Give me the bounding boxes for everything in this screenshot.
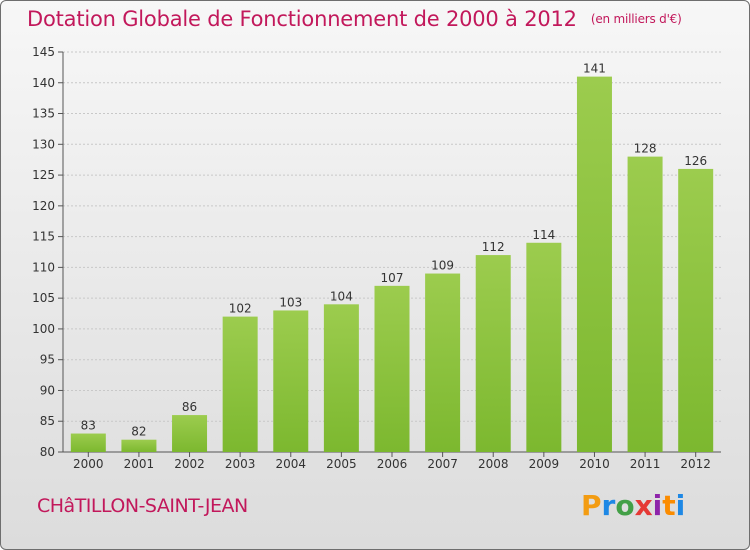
y-tick-label: 90	[40, 383, 55, 397]
y-tick-label: 115	[32, 230, 55, 244]
brand-letter: x	[634, 489, 653, 522]
data-label: 103	[279, 295, 302, 309]
y-tick-label: 145	[32, 45, 55, 59]
data-label: 112	[482, 240, 505, 254]
brand-letter: t	[662, 489, 676, 522]
x-tick-label: 2006	[377, 457, 408, 471]
x-tick-label: 2003	[225, 457, 256, 471]
x-tick-label: 2000	[73, 457, 104, 471]
bar	[475, 255, 511, 452]
data-label: 86	[182, 400, 197, 414]
chart-subtitle: (en milliers d'€)	[590, 12, 682, 26]
y-tick-label: 125	[32, 168, 55, 182]
y-tick-label: 135	[32, 107, 55, 121]
place-name: CHâTILLON-SAINT-JEAN	[37, 495, 248, 517]
y-tick-label: 110	[32, 260, 55, 274]
chart-title-text: Dotation Globale de Fonctionnement de 20…	[27, 7, 577, 31]
data-label: 141	[583, 62, 606, 76]
y-tick-label: 105	[32, 291, 55, 305]
x-tick-label: 2001	[124, 457, 155, 471]
data-label: 104	[330, 289, 353, 303]
x-tick-label: 2007	[427, 457, 458, 471]
bar	[678, 168, 714, 452]
y-tick-label: 80	[40, 445, 55, 459]
brand-letter: o	[615, 489, 635, 522]
bar	[273, 310, 309, 452]
x-tick-label: 2010	[579, 457, 610, 471]
brand-letter: i	[652, 489, 663, 522]
brand-logo: Proxiti	[581, 489, 685, 522]
data-label: 126	[684, 154, 707, 168]
brand-letter: i	[675, 489, 686, 522]
x-tick-label: 2011	[630, 457, 661, 471]
y-tick-label: 120	[32, 199, 55, 213]
data-label: 107	[381, 271, 404, 285]
bar	[323, 304, 359, 452]
data-label: 82	[131, 425, 146, 439]
y-tick-label: 95	[40, 353, 55, 367]
data-label: 83	[81, 419, 96, 433]
y-tick-label: 140	[32, 76, 55, 90]
y-tick-label: 130	[32, 137, 55, 151]
data-label: 128	[634, 142, 657, 156]
y-tick-label: 85	[40, 414, 55, 428]
chart-title: Dotation Globale de Fonctionnement de 20…	[27, 7, 682, 31]
x-tick-label: 2009	[529, 457, 560, 471]
x-tick-label: 2004	[275, 457, 306, 471]
data-label: 109	[431, 259, 454, 273]
data-label: 114	[532, 228, 555, 242]
x-tick-label: 2012	[680, 457, 711, 471]
bar	[425, 273, 461, 452]
bar	[526, 242, 562, 452]
bar	[70, 433, 106, 452]
brand-letter: r	[601, 489, 616, 522]
x-tick-label: 2008	[478, 457, 509, 471]
x-tick-label: 2005	[326, 457, 357, 471]
x-tick-label: 2002	[174, 457, 205, 471]
brand-letter: P	[581, 489, 602, 522]
bar	[222, 316, 258, 452]
bar	[374, 285, 410, 452]
bar	[627, 156, 663, 452]
bar	[121, 439, 157, 452]
data-label: 102	[229, 302, 252, 316]
y-tick-label: 100	[32, 322, 55, 336]
bar	[172, 415, 208, 452]
bar	[576, 76, 612, 452]
